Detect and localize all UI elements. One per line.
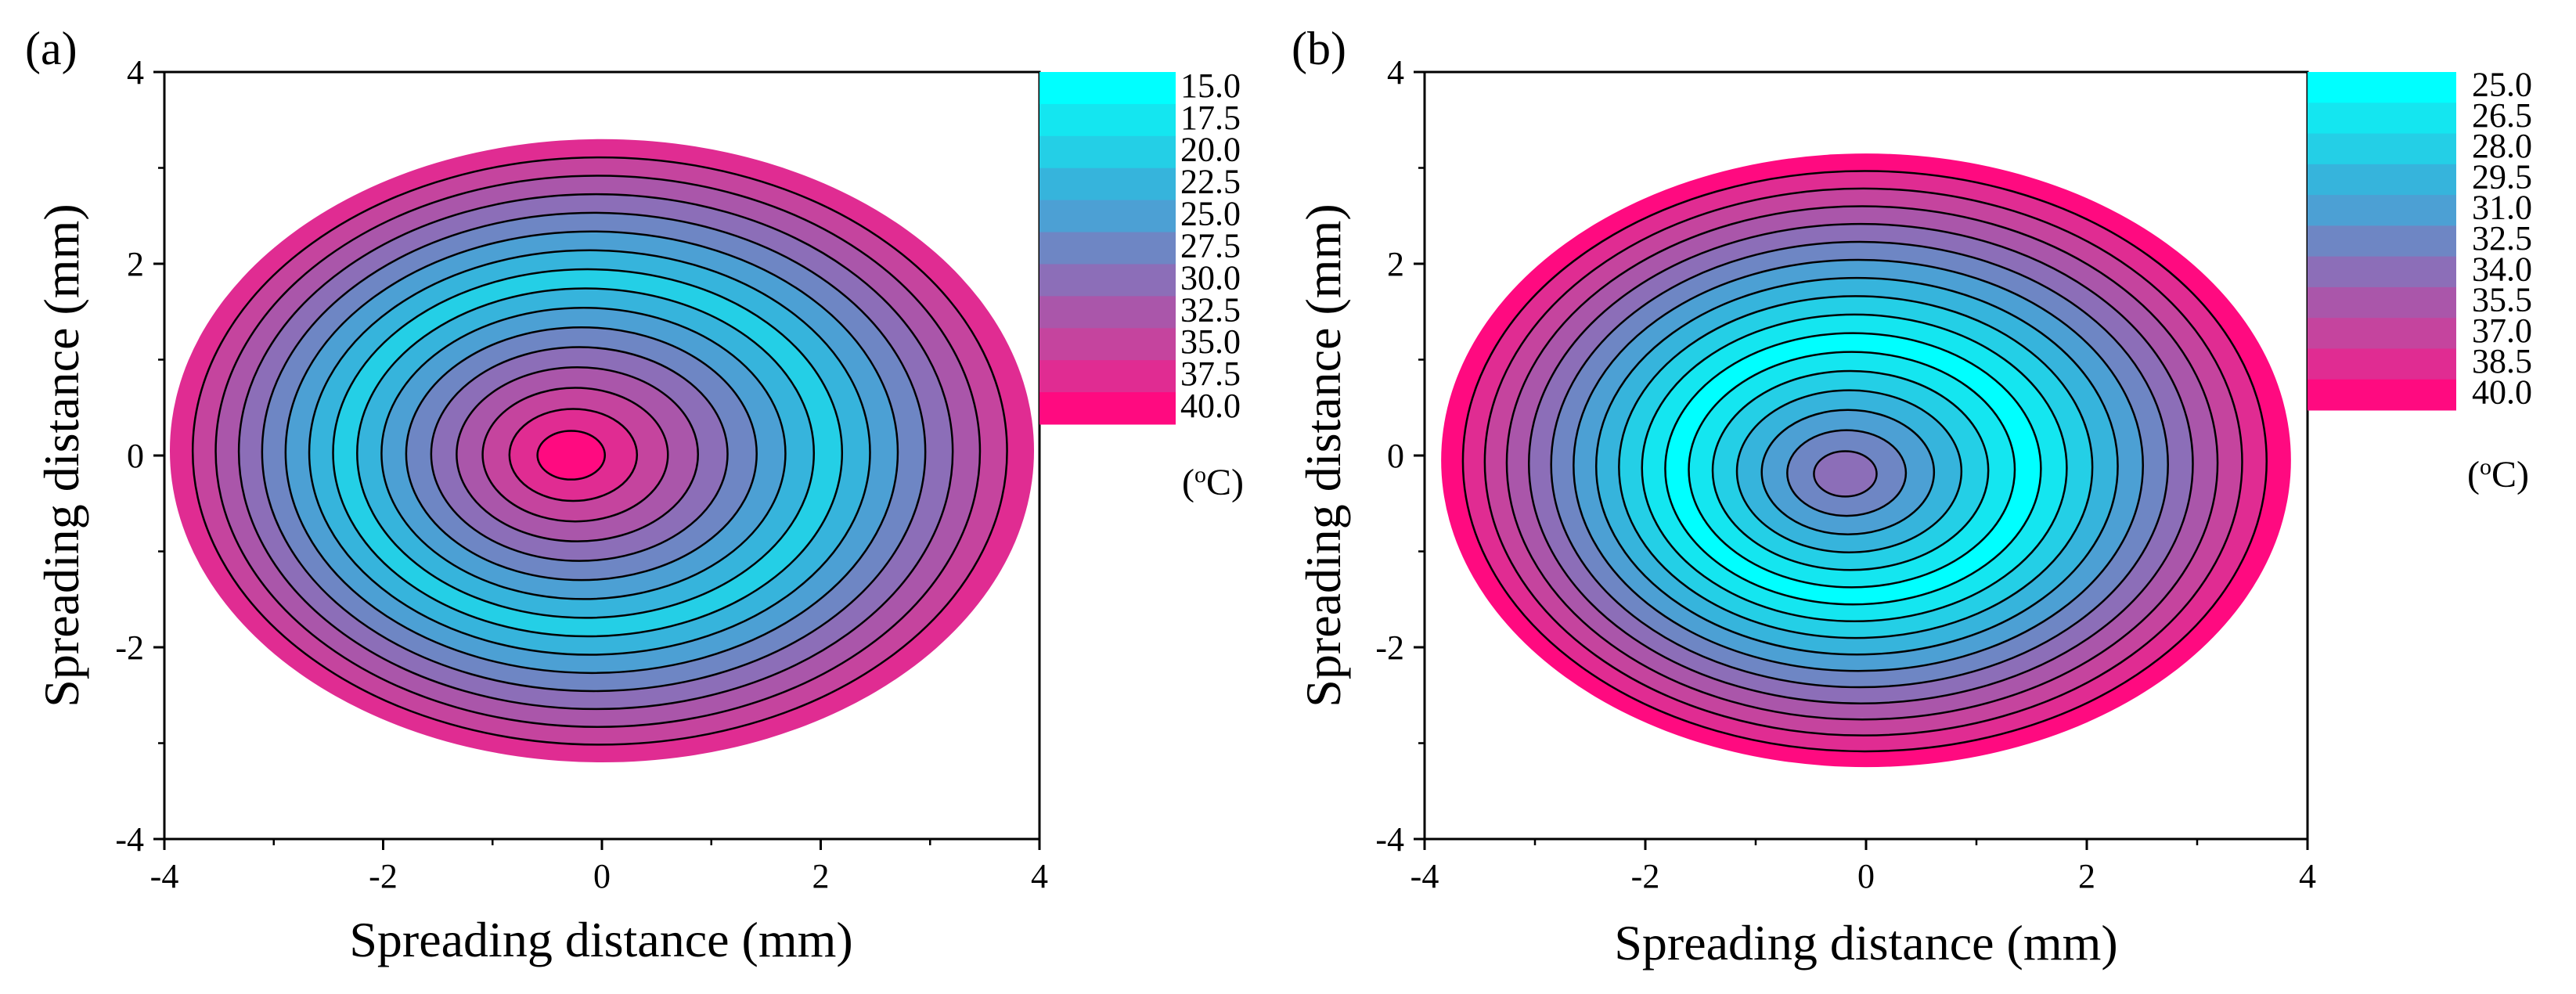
colorbar-label: 31.0	[2472, 189, 2532, 227]
y-tick-label: 0	[1387, 437, 1404, 475]
colorbar-swatch	[2308, 318, 2456, 349]
colorbar-label: 35.5	[2472, 281, 2532, 319]
contour-band	[1813, 450, 1878, 498]
colorbar-label: 27.5	[1180, 226, 1241, 265]
colorbar-swatch	[2308, 72, 2456, 103]
contour-plot-a	[169, 139, 1035, 762]
colorbar-swatch	[1039, 135, 1176, 169]
colorbar-swatch	[1039, 296, 1176, 329]
x-tick-label: -4	[150, 857, 179, 895]
colorbar-swatch	[2308, 133, 2456, 165]
x-tick-label: -2	[369, 857, 398, 895]
colorbar-label: 17.5	[1180, 99, 1241, 137]
contour-band	[536, 430, 607, 481]
y-tick-label: -4	[115, 820, 144, 859]
colorbar-label: 37.0	[2472, 312, 2532, 350]
colorbar-label: 25.0	[1180, 195, 1241, 233]
y-tick-label: 2	[1387, 245, 1404, 283]
colorbar-swatch	[1039, 360, 1176, 393]
colorbar-label: 38.5	[2472, 342, 2532, 380]
x-tick-label: 4	[1031, 857, 1048, 895]
x-tick-label: 0	[1857, 857, 1875, 895]
colorbar-label: 32.5	[1180, 290, 1241, 329]
panel-b: (b) -4-4 -2 -2 0 0 2 2 4 4 Spreading distance (m…	[1292, 23, 2532, 971]
x-tick-label: 2	[2078, 857, 2095, 895]
unit-label-b: (oC)	[2467, 454, 2529, 496]
colorbar-swatch	[1039, 167, 1176, 201]
colorbar-label: 15.0	[1180, 67, 1241, 105]
x-tick-label: 2	[812, 857, 830, 895]
x-tick-label: 0	[593, 857, 611, 895]
colorbar-swatch	[1039, 232, 1176, 265]
colorbar-swatch	[2308, 286, 2456, 319]
y-axis-title-a: Spreading distance (mm)	[34, 203, 89, 707]
colorbar-swatch	[1039, 328, 1176, 361]
colorbar-label: 30.0	[1180, 258, 1241, 297]
y-axis-title-b: Spreading distance (mm)	[1295, 203, 1351, 707]
colorbar-swatch	[1039, 264, 1176, 297]
y-tick-label: 0	[127, 437, 144, 475]
x-tick-label: -4	[1410, 857, 1439, 895]
colorbar-a: 15.017.520.022.525.027.530.032.535.037.5…	[1039, 67, 1241, 425]
colorbar-swatch	[1039, 392, 1176, 425]
colorbar-swatch	[1039, 72, 1176, 105]
x-tick-label: 4	[2299, 857, 2316, 895]
colorbar-label: 37.5	[1180, 355, 1241, 393]
colorbar-swatch	[2308, 164, 2456, 196]
colorbar-label: 35.0	[1180, 322, 1241, 361]
colorbar-swatch	[2308, 348, 2456, 380]
colorbar-swatch	[2308, 225, 2456, 258]
y-tick-label: -2	[115, 628, 144, 667]
colorbar-swatch	[2308, 195, 2456, 226]
colorbar-label: 22.5	[1180, 163, 1241, 201]
y-tick-label: 2	[127, 245, 144, 283]
colorbar-swatch	[1039, 103, 1176, 137]
axes-a: -4-4 -2 -2 0 0 2 2 4 4	[115, 53, 1048, 895]
axes-b: -4-4 -2 -2 0 0 2 2 4 4	[1375, 53, 2316, 895]
panel-label-b: (b)	[1292, 23, 1346, 74]
unit-label-a: (oC)	[1182, 462, 1244, 504]
contour-plot-b	[1441, 153, 2291, 768]
x-axis-title-b: Spreading distance (mm)	[1614, 915, 2117, 971]
colorbar-label: 20.0	[1180, 131, 1241, 169]
colorbar-label: 29.5	[2472, 157, 2532, 196]
colorbar-label: 34.0	[2472, 250, 2532, 288]
colorbar-label: 40.0	[2472, 373, 2532, 411]
colorbar-label: 28.0	[2472, 127, 2532, 165]
colorbar-swatch	[2308, 379, 2456, 411]
colorbar-label: 40.0	[1180, 387, 1241, 425]
colorbar-b: 25.026.528.029.531.032.534.035.537.038.5…	[2308, 66, 2532, 411]
colorbar-swatch	[1039, 200, 1176, 233]
panel-a: (a) -4-4 -2 -2 0 0 2 2 4 4 Spreading distance (m…	[25, 23, 1244, 967]
y-tick-label: -2	[1375, 628, 1404, 667]
y-tick-label: 4	[127, 53, 144, 92]
colorbar-swatch	[2308, 256, 2456, 288]
x-tick-label: -2	[1631, 857, 1660, 895]
y-tick-label: 4	[1387, 53, 1404, 92]
colorbar-label: 25.0	[2472, 66, 2532, 104]
colorbar-label: 32.5	[2472, 219, 2532, 258]
panel-label-a: (a)	[25, 23, 77, 74]
x-axis-title-a: Spreading distance (mm)	[349, 912, 852, 967]
colorbar-swatch	[2308, 103, 2456, 135]
y-tick-label: -4	[1375, 820, 1404, 859]
colorbar-label: 26.5	[2472, 96, 2532, 135]
